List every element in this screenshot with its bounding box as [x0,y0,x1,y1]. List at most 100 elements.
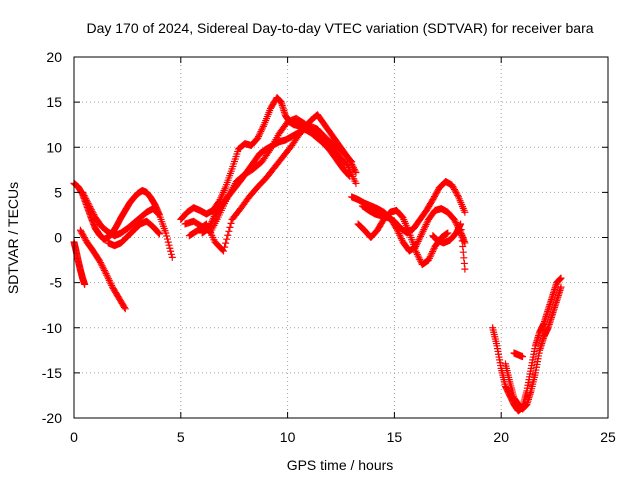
data-point [209,216,217,224]
data-point [421,224,429,232]
data-point [222,239,230,247]
data-point [121,305,129,313]
data-point [97,260,105,268]
data-point [166,244,174,252]
data-point [451,217,459,225]
data-point [221,243,229,251]
data-point [84,199,92,207]
series-s13 [429,220,469,273]
data-point [163,232,171,240]
data-point [102,270,110,278]
data-point [85,201,93,209]
data-point [100,265,108,273]
data-point [432,190,440,198]
data-point [167,250,175,258]
data-point [416,255,424,263]
data-point [96,259,104,267]
data-point [451,187,459,195]
data-point [165,241,173,249]
data-point [352,179,360,187]
data-point [81,235,89,243]
data-point [225,227,233,235]
data-point [453,190,461,198]
data-point [428,249,436,257]
data-point [427,251,435,259]
data-point [105,276,113,284]
x-axis-label: GPS time / hours [287,457,394,473]
data-point [425,254,433,262]
data-point [421,222,429,230]
data-point [450,215,458,223]
grid [74,57,608,418]
data-point [422,221,430,229]
data-point [426,253,434,261]
data-point [80,232,88,240]
y-tick-label: -15 [42,365,62,381]
data-point [155,229,163,237]
data-point [81,193,89,201]
data-point [82,195,90,203]
x-tick-label: 25 [600,429,616,445]
data-point [416,234,424,242]
series-s15 [501,283,565,413]
data-point [257,127,265,135]
data-point [396,231,404,239]
data-point [417,231,425,239]
data-point [104,275,112,283]
y-tick-label: -20 [42,410,62,426]
data-point [413,239,421,247]
data-point [417,232,425,240]
data-point [425,256,433,264]
data-point [420,226,428,234]
data-point [259,122,267,130]
data-point [423,219,431,227]
data-point [347,159,355,167]
data-point [86,203,94,211]
data-point [80,192,88,200]
x-tick-label: 5 [177,429,185,445]
series-s16 [510,349,527,361]
data-point [108,281,116,289]
x-tick-label: 0 [70,429,78,445]
data-point [103,271,111,279]
data-point [100,266,108,274]
data-point [162,229,170,237]
data-point [461,265,469,273]
data-points [70,94,565,415]
series-s8 [185,122,356,255]
data-point [349,162,357,170]
data-point [205,224,213,232]
data-point [259,124,267,132]
data-point [106,278,114,286]
data-point [155,210,163,218]
data-point [346,156,354,164]
data-point [89,209,97,217]
data-point [90,210,98,218]
data-point [220,247,228,255]
series-s2 [70,238,89,288]
data-point [81,280,89,288]
data-point [226,223,234,231]
data-point [120,303,128,311]
data-point [88,207,96,215]
y-tick-label: 0 [54,230,62,246]
data-point [350,164,358,172]
data-point [413,249,421,257]
data-point [255,131,263,139]
data-point [254,133,262,141]
data-point [461,208,469,216]
data-point [79,190,87,198]
data-point [429,248,437,256]
data-point [163,235,171,243]
data-point [83,196,91,204]
y-tick-label: 15 [46,94,62,110]
y-tick-label: -10 [42,320,62,336]
data-point [205,223,213,231]
y-tick-label: 5 [54,184,62,200]
x-tick-label: 10 [280,429,296,445]
data-point [167,247,175,255]
series-s9 [198,111,360,237]
data-point [519,353,527,361]
axes: 0 5 10 15 20 25 -20 -15 -10 -5 0 5 10 15 20 [42,49,616,445]
